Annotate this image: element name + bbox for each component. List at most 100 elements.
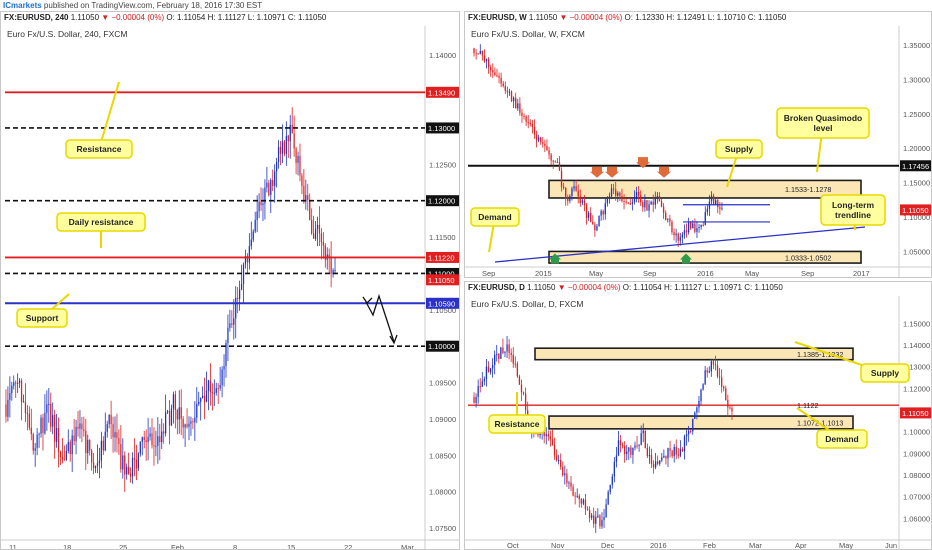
daily-chart[interactable]: 1.15000 1.14000 1.13000 1.12000 1.10000 1.090… [465, 282, 932, 550]
callout-long-term-trendline-label: trendline [835, 210, 871, 220]
candle-body [593, 515, 595, 524]
x-tick-label: 11 [9, 543, 17, 550]
candle-body [632, 447, 634, 455]
candle-body [627, 202, 629, 204]
candle-body [139, 441, 141, 454]
candle-body [658, 196, 661, 202]
candle-body [610, 188, 613, 197]
level-tag-1.12000-text: 1.12000 [428, 197, 455, 206]
candle-body [662, 206, 665, 213]
callout-daily-resistance [56, 212, 146, 232]
brand-name[interactable]: ICmarkets [3, 1, 42, 10]
level-tag-1.13000 [426, 122, 459, 134]
h4-subtitle: Euro Fx/U.S. Dollar, 240, FXCM [7, 29, 128, 39]
candle-body [546, 146, 548, 151]
candle-body [312, 233, 315, 239]
candle-body [621, 444, 624, 446]
level-tag-1.13490-text: 1.13490 [428, 88, 455, 97]
candle-body [518, 376, 521, 385]
candle-body [681, 448, 684, 452]
candle-body [510, 353, 512, 355]
last-price-tag-text: 1.11050 [428, 276, 455, 285]
symbol: FX:EURUSD, W [468, 13, 527, 22]
candle-body [581, 200, 584, 203]
candle-body [44, 412, 46, 434]
candle-body [252, 231, 254, 240]
candle-body [129, 473, 132, 477]
candle-body [587, 212, 590, 218]
candle-body [215, 388, 217, 393]
candle-body [57, 428, 60, 452]
candle-body [723, 386, 725, 389]
candle-body [219, 385, 221, 389]
candle-body [579, 196, 581, 203]
callout-support [16, 308, 68, 328]
candle-body [556, 161, 559, 163]
candle-body [73, 435, 75, 442]
candle-body [607, 492, 609, 505]
high: H: 1.11127 [207, 13, 246, 22]
candle-body [176, 409, 178, 420]
candle-body [475, 53, 477, 55]
candle-body [665, 455, 667, 459]
candle-body [223, 366, 225, 370]
y-tick-label: 1.14000 [429, 51, 456, 60]
candle-body [46, 404, 48, 413]
candle-body [28, 413, 30, 428]
candle-body [687, 430, 690, 435]
sell-arrow-icon [605, 166, 619, 178]
supply-zone [534, 347, 854, 361]
low: L: 1.10971 [247, 13, 286, 22]
candle-body [673, 446, 675, 457]
level-tag-1.11220 [426, 251, 459, 263]
candle-body [604, 203, 606, 215]
candle-body [235, 297, 237, 319]
candle-body [512, 354, 514, 364]
candle-body [168, 410, 171, 426]
candle-body [104, 431, 106, 451]
candle-body [270, 180, 272, 196]
weekly-chart[interactable]: 1.35000 1.30000 1.25000 1.20000 1.15000 1.100… [465, 12, 932, 278]
callout-long-term-trendline-label: Long-term [832, 200, 874, 210]
callout-supply [715, 139, 763, 159]
candle-body [281, 141, 284, 154]
weekly-chart-panel[interactable]: FX:EURUSD, W 1.11050 ▼ −0.00004 (0%) O: … [464, 11, 932, 278]
candle-body [588, 509, 591, 518]
candle-body [573, 186, 575, 189]
candle-body [485, 59, 488, 62]
candle-body [504, 351, 506, 353]
candle-body [690, 430, 692, 432]
candle-body [318, 224, 321, 234]
candle-body [704, 212, 706, 226]
candle-body [250, 239, 252, 247]
candle-body [159, 436, 161, 443]
candle-body [558, 162, 561, 171]
h4-chart[interactable]: 1.140001.135001.125001.120001.115001.105… [1, 12, 460, 550]
x-tick-label: Nov [551, 541, 565, 550]
candle-body [619, 440, 622, 445]
candle-body [98, 460, 101, 464]
low: L: 1.10710 [707, 13, 746, 22]
candle-body [225, 342, 227, 367]
daily-chart-panel[interactable]: FX:EURUSD, D 1.11050 ▼ −0.00004 (0%) O: … [464, 281, 932, 550]
candle-body [124, 455, 126, 475]
level-tag-1.12000 [426, 195, 459, 207]
candle-body [652, 201, 654, 205]
candle-body [704, 370, 706, 385]
candle-body [163, 431, 165, 434]
candle-body [533, 127, 536, 135]
candle-body [654, 461, 657, 468]
candle-body [544, 143, 546, 147]
candle-body [537, 434, 539, 436]
candle-body [567, 198, 569, 202]
callout-supply-label: Supply [725, 144, 754, 154]
h4-chart-panel[interactable]: FX:EURUSD, 240 1.11050 ▼ −0.00004 (0%) O… [0, 11, 460, 550]
candle-body [137, 453, 139, 469]
x-tick-label: 2016 [697, 269, 714, 278]
candle-body [525, 116, 527, 122]
candle-body [597, 515, 599, 518]
candle-body [147, 436, 149, 443]
candle-body [650, 201, 652, 205]
candle-body [153, 445, 155, 447]
candle-body [151, 433, 153, 446]
